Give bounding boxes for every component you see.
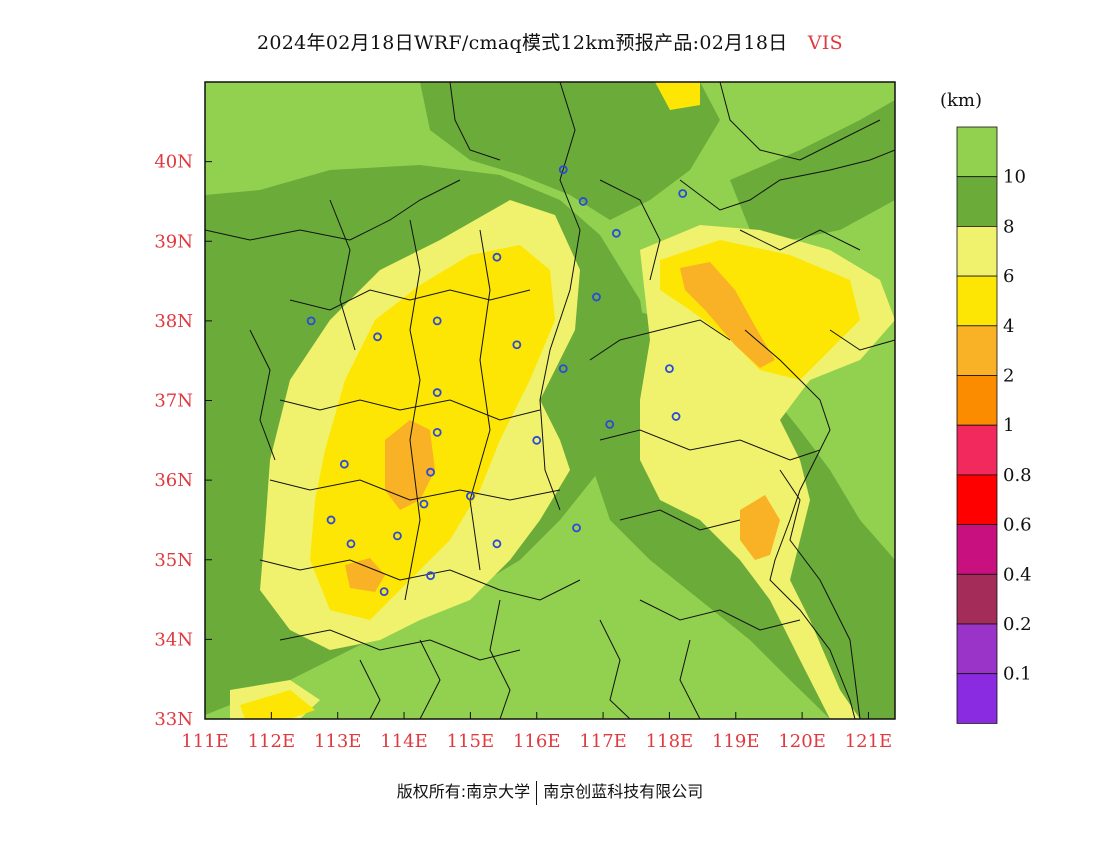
colorbar-swatch	[956, 375, 998, 426]
station-marker	[578, 197, 588, 206]
lon-tick-label: 120E	[778, 731, 826, 752]
colorbar-label: 6	[1003, 266, 1014, 287]
lat-tick-label: 39N	[154, 231, 193, 252]
colorbar-swatch	[956, 325, 998, 376]
station-marker	[432, 316, 442, 326]
title-text: 2024年02月18日WRF/cmaq模式12km预报产品:02月18日	[256, 32, 788, 54]
lat-tick-label: 38N	[154, 311, 193, 332]
colorbar-swatch	[956, 673, 998, 724]
colorbar-swatch	[956, 524, 998, 575]
lat-tick-label: 36N	[154, 470, 193, 491]
station-marker	[426, 467, 435, 477]
footer: 版权所有:南京大学 南京创蓝科技有限公司	[0, 778, 1100, 805]
lon-tick-label: 117E	[579, 731, 627, 752]
lon-tick-label: 112E	[248, 731, 296, 752]
station-marker	[572, 523, 581, 533]
colorbar-label: 4	[1003, 316, 1014, 337]
latitude-axis: 40N 39N 38N 37N 36N 35N 34N 33N	[154, 152, 212, 730]
station-marker	[558, 364, 568, 374]
lat-tick-label: 35N	[154, 550, 193, 571]
map-title: 2024年02月18日WRF/cmaq模式12km预报产品:02月18日 VIS	[0, 28, 1100, 55]
coastline	[679, 149, 895, 719]
plot-area	[205, 82, 895, 719]
footer-company: 南京创蓝科技有限公司	[543, 782, 704, 801]
station-marker	[432, 388, 442, 397]
station-marker	[492, 252, 502, 262]
station-marker	[678, 189, 688, 198]
colorbar-swatch	[956, 275, 998, 327]
station-marker	[339, 459, 349, 469]
colorbar-swatch	[956, 623, 998, 675]
station-marker	[665, 364, 674, 374]
boundary-lines	[205, 82, 895, 719]
station-marker	[379, 587, 389, 596]
station-marker	[512, 340, 522, 350]
colorbar-swatch	[956, 225, 998, 277]
colorbar-swatch	[956, 573, 998, 625]
footer-copyright: 版权所有:南京大学	[396, 782, 531, 801]
station-marker	[306, 316, 316, 326]
colorbar-swatch	[956, 424, 998, 476]
station-marker	[611, 228, 621, 238]
station-marker	[465, 491, 475, 501]
lon-tick-label: 121E	[845, 731, 893, 752]
colorbar-swatch	[956, 126, 998, 178]
station-marker	[346, 539, 356, 549]
colorbar-label: 0.4	[1003, 564, 1032, 585]
colorbar-label: 0.2	[1003, 614, 1032, 635]
station-marker	[373, 332, 382, 342]
lat-tick-label: 37N	[154, 391, 193, 412]
lon-tick-label: 119E	[712, 731, 760, 752]
colorbar-swatch	[956, 474, 998, 525]
colorbar-swatch	[956, 176, 998, 227]
lat-tick-label: 34N	[154, 629, 193, 650]
station-marker	[492, 539, 502, 549]
station-marker	[326, 515, 336, 525]
station-marker	[393, 531, 402, 541]
lon-tick-label: 113E	[314, 731, 362, 752]
colorbar-label: 0.1	[1003, 664, 1032, 685]
colorbar: 10 8 6 4 2 1 0.8 0.6 0.4 0.2 0.1	[956, 126, 1032, 724]
station-marker	[419, 499, 429, 509]
station-marker	[558, 165, 568, 174]
station-marker	[432, 427, 442, 437]
station-marker	[426, 571, 435, 581]
lon-tick-label: 116E	[513, 731, 561, 752]
variable-label: VIS	[807, 32, 844, 54]
colorbar-label: 0.6	[1003, 515, 1032, 536]
lat-tick-label: 33N	[154, 709, 193, 730]
colorbar-unit: (km)	[940, 90, 983, 111]
station-marker	[671, 412, 681, 421]
colorbar-label: 8	[1003, 216, 1014, 237]
station-markers	[306, 165, 688, 596]
station-marker	[532, 435, 542, 445]
vis-field-2-4	[345, 262, 780, 592]
longitude-axis: 111E 112E 113E 114E 115E 116E 117E 118E 119E 120E…	[181, 712, 892, 752]
colorbar-label: 10	[1003, 167, 1026, 188]
footer-separator	[536, 780, 538, 805]
lon-tick-label: 111E	[181, 731, 229, 752]
station-marker	[605, 419, 615, 429]
colorbar-label: 1	[1003, 415, 1014, 436]
lon-tick-label: 118E	[646, 731, 694, 752]
lat-tick-label: 40N	[154, 152, 193, 173]
colorbar-label: 2	[1003, 366, 1014, 387]
station-marker	[592, 292, 601, 302]
colorbar-label: 0.8	[1003, 465, 1032, 486]
lon-tick-label: 115E	[447, 731, 495, 752]
lon-tick-label: 114E	[380, 731, 428, 752]
